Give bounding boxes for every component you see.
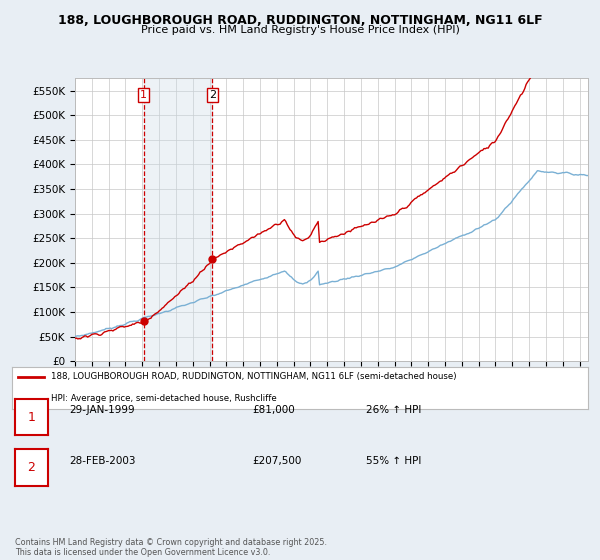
- Text: £81,000: £81,000: [252, 405, 295, 416]
- Text: 29-JAN-1999: 29-JAN-1999: [69, 405, 134, 416]
- Text: 26% ↑ HPI: 26% ↑ HPI: [366, 405, 421, 416]
- Text: 2: 2: [28, 461, 35, 474]
- Text: 28-FEB-2003: 28-FEB-2003: [69, 456, 136, 466]
- Bar: [143, 78, 212, 361]
- Text: Price paid vs. HM Land Registry's House Price Index (HPI): Price paid vs. HM Land Registry's House …: [140, 25, 460, 35]
- Text: 1: 1: [140, 90, 147, 100]
- Text: HPI: Average price, semi-detached house, Rushcliffe: HPI: Average price, semi-detached house,…: [51, 394, 277, 403]
- Text: £207,500: £207,500: [252, 456, 301, 466]
- Text: Contains HM Land Registry data © Crown copyright and database right 2025.
This d: Contains HM Land Registry data © Crown c…: [15, 538, 327, 557]
- Text: 188, LOUGHBOROUGH ROAD, RUDDINGTON, NOTTINGHAM, NG11 6LF (semi-detached house): 188, LOUGHBOROUGH ROAD, RUDDINGTON, NOTT…: [51, 372, 457, 381]
- Text: 188, LOUGHBOROUGH ROAD, RUDDINGTON, NOTTINGHAM, NG11 6LF: 188, LOUGHBOROUGH ROAD, RUDDINGTON, NOTT…: [58, 14, 542, 27]
- Text: 55% ↑ HPI: 55% ↑ HPI: [366, 456, 421, 466]
- Text: 2: 2: [209, 90, 216, 100]
- Text: 1: 1: [28, 410, 35, 424]
